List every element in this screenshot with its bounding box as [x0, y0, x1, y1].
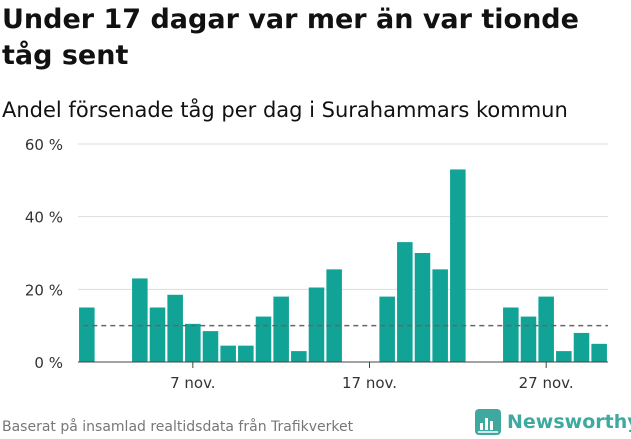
bar [149, 307, 166, 362]
chart-subtitle: Andel försenade tåg per dag i Surahammar… [2, 98, 568, 122]
bar [326, 269, 342, 362]
y-tick-label: 40 % [25, 209, 63, 227]
bar [432, 269, 448, 362]
bar [79, 307, 95, 362]
source-note: Baserat på insamlad realtidsdata från Tr… [2, 419, 354, 435]
bar [202, 331, 219, 362]
bar [308, 287, 325, 362]
bar [450, 169, 466, 362]
y-tick-label: 20 % [25, 281, 63, 299]
bar [556, 351, 572, 362]
bar [397, 242, 413, 362]
bar [185, 323, 201, 362]
bar [591, 343, 607, 362]
y-tick-label: 60 % [25, 136, 63, 154]
bar-chart: 0 % 20 % 40 % 60 % 7 nov. 17 nov. 27 nov. [25, 136, 608, 392]
bar [238, 345, 254, 362]
brand-name: Newsworthy [507, 411, 631, 433]
y-tick-label: 0 % [34, 354, 63, 372]
bar [132, 278, 148, 362]
bar [167, 294, 183, 362]
bar [273, 296, 289, 362]
bar [414, 253, 431, 362]
bar [538, 296, 554, 362]
bar [379, 296, 395, 362]
newsworthy-logo-icon [475, 409, 501, 435]
bar [503, 307, 519, 362]
x-tick-label: 7 nov. [170, 374, 215, 392]
bar [255, 316, 272, 362]
x-tick-label: 17 nov. [342, 374, 397, 392]
bar [573, 332, 590, 362]
bar [520, 316, 537, 362]
brand-logo: Newsworthy [475, 408, 631, 436]
x-tick-label: 27 nov. [519, 374, 574, 392]
bar [220, 345, 236, 362]
chart-title: Under 17 dagar var mer än var tionde tåg… [2, 4, 579, 71]
bar [291, 351, 307, 362]
